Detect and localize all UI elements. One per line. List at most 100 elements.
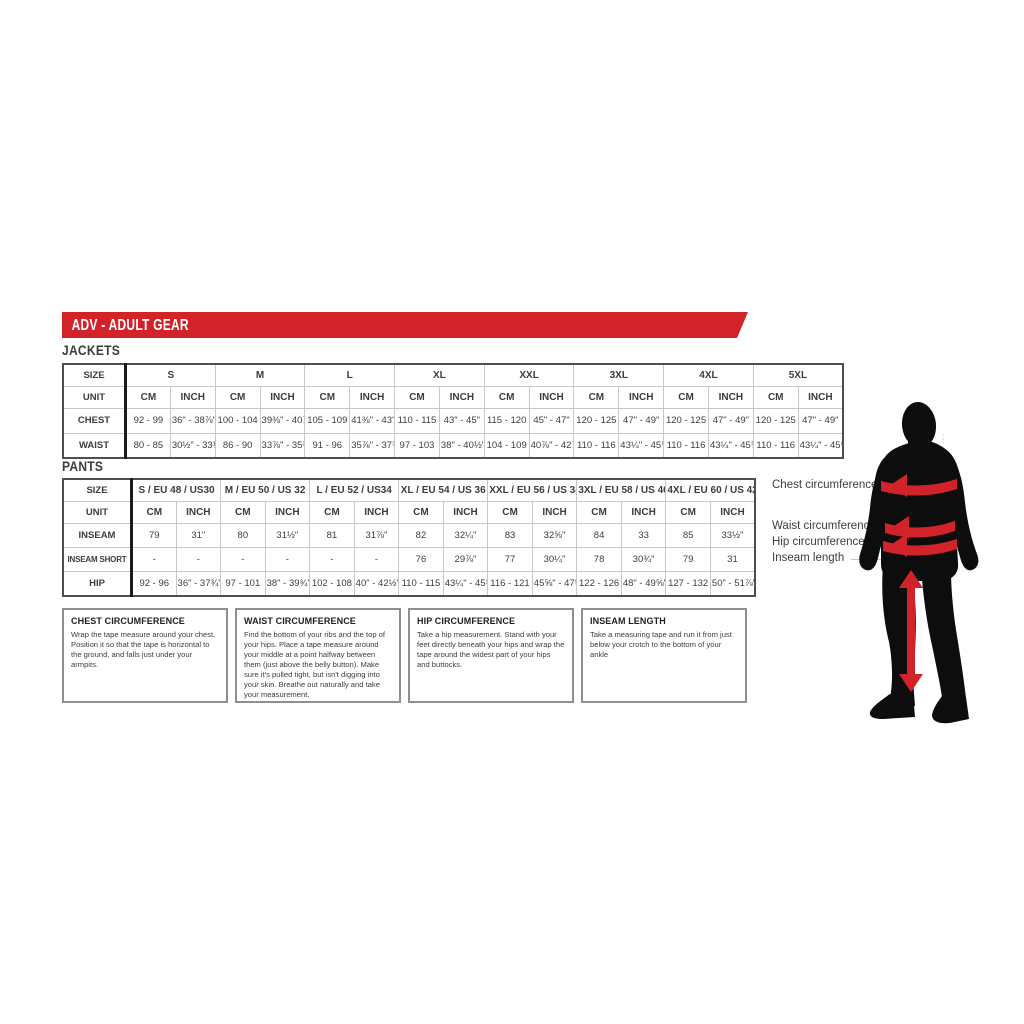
size-column-header: 3XL / EU 58 / US 40 [576,478,667,502]
inch-value-cell: 43¼" - 45¼" [442,570,489,597]
cm-value-cell: 97 - 101 [220,570,266,597]
inseam-measure-label: Inseam length [772,552,845,564]
unit-cell: INCH [531,500,578,524]
inch-value-cell: 40" - 42½" [353,570,400,597]
cm-value-cell: 92 - 99 [125,407,171,434]
cm-value-cell: 120 - 125 [752,407,799,434]
inch-value-cell: 32¼" [442,522,489,548]
inch-value-cell: 38" - 40½" [438,432,485,459]
size-column-header: S / EU 48 / US30 [130,478,222,502]
cm-value-cell: 81 [309,522,355,548]
inch-value-cell: 32⅝" [531,522,578,548]
cm-value-cell: 110 - 115 [394,407,440,434]
size-corner-header: SIZE [62,363,127,387]
unit-cell: CM [663,385,709,409]
size-column-header: 3XL [573,363,665,387]
cm-value-cell: 120 - 125 [663,407,709,434]
cm-value-cell: 110 - 115 [398,570,444,597]
unit-cell: CM [220,500,266,524]
chest-circumference-info-box: CHEST CIRCUMFERENCE Wrap the tape measur… [62,608,228,703]
inch-value-cell: 33½" [709,522,756,548]
measurement-row-header: INSEAM [62,522,133,548]
size-column-header: 5XL [752,363,844,387]
cm-value-cell: 91 - 96 [304,432,351,459]
unit-cell: INCH [620,500,667,524]
cm-value-cell: 85 [665,522,711,548]
size-column-header: L / EU 52 / US34 [309,478,400,502]
cm-value-cell: 110 - 116 [752,432,799,459]
cm-value-cell: 77 [487,546,533,572]
cm-value-cell: 80 [220,522,266,548]
cm-value-cell: 76 [398,546,444,572]
inch-value-cell: 30¾" [620,546,667,572]
unit-cell: INCH [528,385,575,409]
unit-cell: CM [214,385,261,409]
jackets-section-label: JACKETS [62,342,121,358]
size-column-header: M / EU 50 / US 32 [220,478,311,502]
inch-value-cell: 43¼" - 45⅝" [707,432,754,459]
unit-cell: INCH [442,500,489,524]
inch-value-cell: 36" - 38⅞" [169,407,216,434]
unit-cell: CM [576,500,622,524]
cm-value-cell: 100 - 104 [214,407,261,434]
info-box-body: Take a measuring tape and run it from ju… [590,630,732,660]
unit-cell: CM [573,385,620,409]
inch-value-cell: 43¼" - 45⅝" [797,432,844,459]
inch-value-cell: 45" - 47" [528,407,575,434]
size-column-header: XL / EU 54 / US 36 [398,478,489,502]
info-box-body: Find the bottom of your ribs and the top… [244,630,385,700]
cm-value-cell: 127 - 132 [665,570,711,597]
inch-value-cell: 33 [620,522,667,548]
unit-cell: CM [752,385,799,409]
inch-value-cell: 31½" [264,522,311,548]
inch-value-cell: 47" - 49" [707,407,754,434]
unit-cell: INCH [349,385,396,409]
inch-value-cell: 40⅞" - 42⅞" [528,432,575,459]
unit-cell: CM [394,385,440,409]
cm-value-cell: 116 - 121 [487,570,533,597]
size-column-header: XL [394,363,485,387]
inch-value-cell: 31 [709,546,756,572]
inch-value-cell: - [353,546,400,572]
measurement-row-header: CHEST [62,407,127,434]
info-box-title: HIP CIRCUMFERENCE [417,616,516,626]
chest-measure-label: Chest circumference [772,479,878,491]
inch-value-cell: 30¼" [531,546,578,572]
inch-value-cell: 41⅜" - 43" [349,407,396,434]
cm-value-cell: 78 [576,546,622,572]
page-title: ADV - ADULT GEAR [71,316,189,334]
cm-value-cell: - [131,546,177,572]
cm-value-cell: 120 - 125 [573,407,620,434]
inch-value-cell: 43" - 45" [438,407,485,434]
inseam-leader-line [851,559,908,560]
unit-cell: INCH [797,385,844,409]
size-column-header: XXL / EU 56 / US 38 [487,478,578,502]
cm-value-cell: 86 - 90 [214,432,261,459]
cm-value-cell: 92 - 96 [131,570,177,597]
info-box-body: Take a hip measurement. Stand with your … [417,630,565,670]
inch-value-cell: 33⅞" - 35⅜" [259,432,306,459]
unit-cell: CM [487,500,533,524]
unit-cell: INCH [618,385,665,409]
unit-cell: CM [483,385,530,409]
body-measurement-figure [859,402,979,724]
hip-measure-label: Hip circumference [772,536,865,548]
size-column-header: 4XL / EU 60 / US 42 [665,478,756,502]
cm-value-cell: 97 - 103 [394,432,440,459]
waist-measure-label: Waist circumference [772,520,876,532]
size-column-header: L [304,363,396,387]
measurement-arrows [881,474,957,692]
unit-cell: INCH [259,385,306,409]
info-box-title: WAIST CIRCUMFERENCE [244,616,356,626]
inch-value-cell: 31⅞" [353,522,400,548]
inch-value-cell: 38" - 39¾" [264,570,311,597]
cm-value-cell: 83 [487,522,533,548]
cm-value-cell: 79 [131,522,177,548]
inch-value-cell: - [175,546,222,572]
cm-value-cell: 105 - 109 [304,407,351,434]
unit-cell: CM [398,500,444,524]
cm-value-cell: 110 - 116 [573,432,620,459]
inch-value-cell: 36" - 37¾" [175,570,222,597]
cm-value-cell: 102 - 108 [309,570,355,597]
